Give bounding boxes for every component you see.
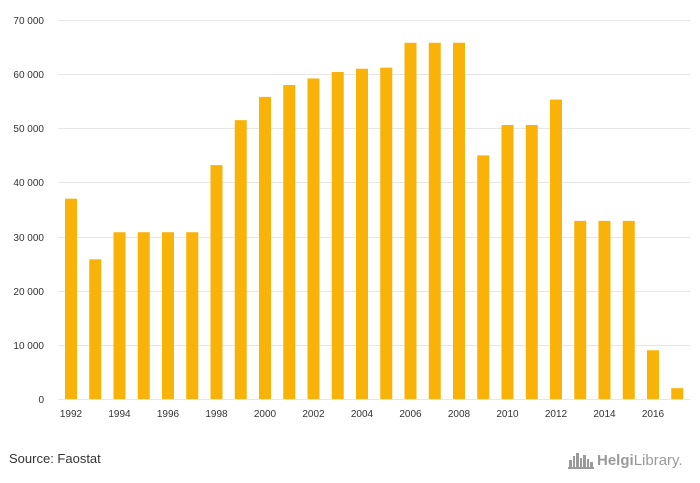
bar-2013[interactable]: [574, 220, 587, 399]
x-tick-label: 2014: [593, 409, 616, 420]
bar-1993[interactable]: [89, 259, 102, 399]
x-tick-label: 2016: [642, 409, 665, 420]
bar-2017[interactable]: [671, 388, 684, 399]
x-tick-label: 2008: [448, 409, 471, 420]
x-tick-label: 2012: [545, 409, 568, 420]
bar-2009[interactable]: [477, 155, 490, 399]
x-tick-label: 1992: [60, 409, 83, 420]
x-axis-tick-labels: 1992 1994 1996 1998 2000 2002 2004 2006 2008 2010…: [60, 409, 665, 420]
bar-2011[interactable]: [525, 125, 538, 399]
bar-2002[interactable]: [307, 78, 320, 399]
y-tick-label: 30 000: [13, 233, 44, 244]
y-tick-label: 40 000: [13, 178, 44, 189]
bar-2015[interactable]: [622, 220, 635, 399]
skyline-icon: [568, 453, 594, 469]
bar-2005[interactable]: [380, 67, 393, 400]
y-tick-label: 50 000: [13, 124, 44, 135]
bar-1999[interactable]: [234, 120, 247, 399]
x-tick-label: 1994: [108, 409, 131, 420]
bar-2003[interactable]: [331, 71, 344, 399]
bar-2016[interactable]: [647, 350, 659, 399]
x-tick-label: 1996: [157, 409, 180, 420]
y-axis-tick-labels: 0 10 000 20 000 30 000 40 000 50 000 60 000 70 …: [13, 16, 44, 406]
y-tick-label: 10 000: [13, 341, 44, 352]
brand-suffix: Library.: [633, 451, 683, 469]
bar-1992[interactable]: [65, 198, 77, 399]
bar-chart: 0 10 000 20 000 30 000 40 000 50 000 60 000 70 …: [13, 16, 690, 420]
bar-1997[interactable]: [186, 232, 199, 399]
bars: [65, 42, 684, 400]
bar-1996[interactable]: [162, 232, 174, 399]
bar-2010[interactable]: [501, 125, 514, 399]
x-tick-label: 2006: [399, 409, 422, 420]
bar-2007[interactable]: [428, 42, 441, 400]
bar-1994[interactable]: [113, 232, 126, 399]
x-tick-label: 2000: [254, 409, 277, 420]
helgi-library-logo[interactable]: HelgiLibrary.: [568, 450, 683, 470]
y-tick-label: 70 000: [13, 16, 44, 27]
bar-1995[interactable]: [137, 232, 150, 399]
bar-2000[interactable]: [259, 96, 271, 399]
grid-lines: [58, 20, 690, 400]
x-tick-label: 2010: [496, 409, 519, 420]
bar-2012[interactable]: [550, 99, 562, 399]
bar-2014[interactable]: [598, 220, 611, 399]
brand-prefix: Helgi: [597, 451, 634, 469]
source-note: Source: Faostat: [9, 451, 101, 466]
x-tick-label: 2004: [351, 409, 374, 420]
bar-1998[interactable]: [210, 165, 223, 399]
brand-name: HelgiLibrary.: [597, 452, 683, 469]
bar-2001[interactable]: [283, 84, 296, 399]
x-tick-label: 1998: [205, 409, 228, 420]
y-tick-label: 0: [38, 395, 44, 406]
y-tick-label: 20 000: [13, 287, 44, 298]
bar-2004[interactable]: [356, 68, 368, 399]
y-tick-label: 60 000: [13, 70, 44, 81]
bar-2008[interactable]: [453, 42, 465, 400]
bar-2006[interactable]: [404, 42, 417, 400]
x-tick-label: 2002: [302, 409, 325, 420]
